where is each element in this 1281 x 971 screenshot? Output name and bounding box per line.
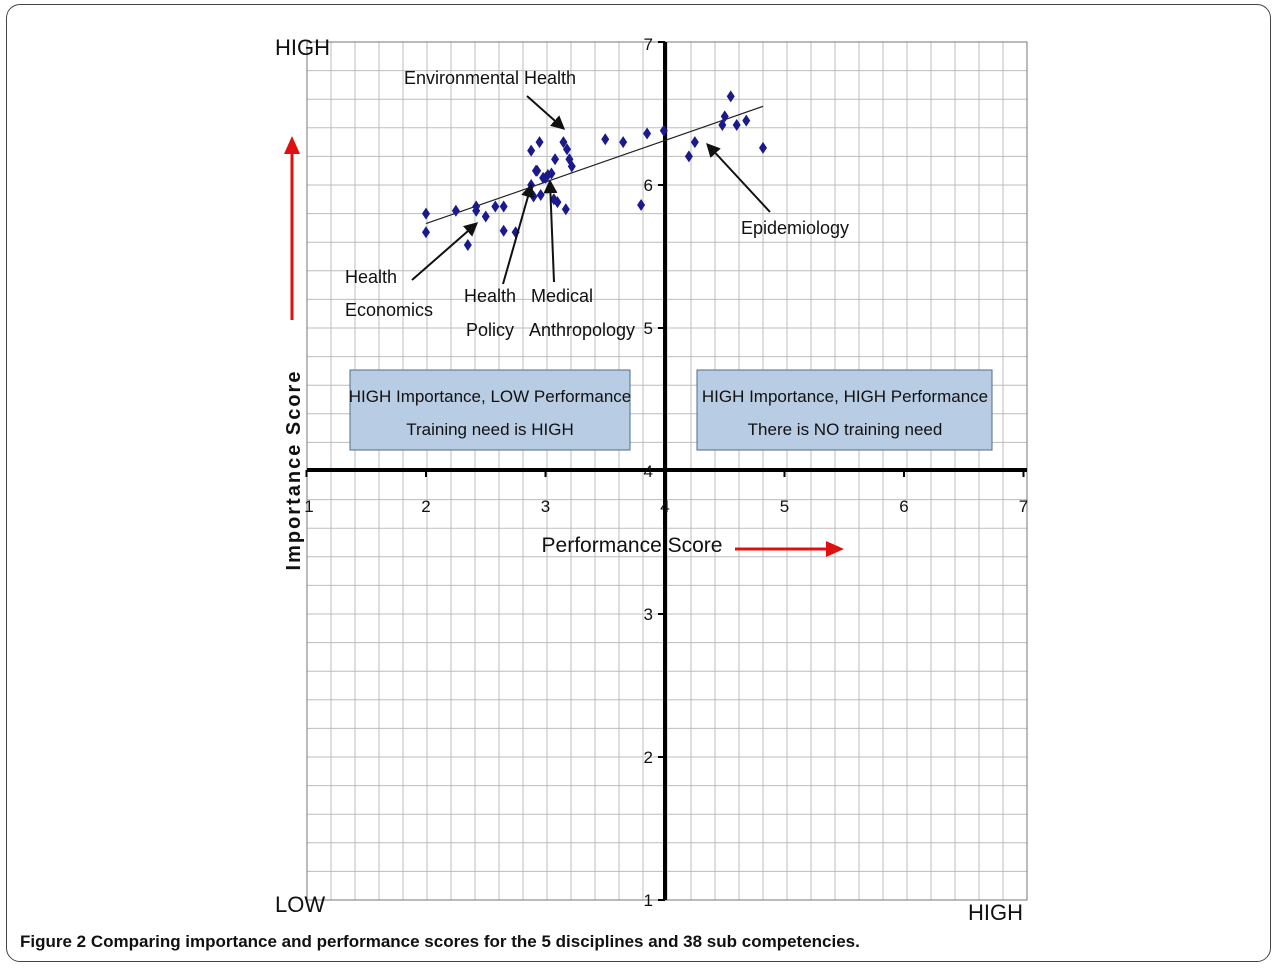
data-point bbox=[491, 200, 500, 213]
y-tick-label: 6 bbox=[644, 176, 653, 195]
annotation-environmental-health: Environmental Health bbox=[404, 68, 576, 130]
annotation-health-policy: Health Policy bbox=[464, 183, 535, 340]
data-point bbox=[553, 196, 562, 209]
data-point bbox=[726, 90, 735, 103]
data-point bbox=[758, 141, 767, 154]
y-tick-label: 7 bbox=[644, 35, 653, 54]
y-tick-label: 5 bbox=[644, 319, 653, 338]
figure-caption-label: Figure 2 bbox=[20, 932, 87, 951]
x-tick-label: 4 bbox=[660, 497, 669, 516]
annotation-health-economics: Health Economics bbox=[345, 222, 479, 320]
data-point bbox=[643, 127, 652, 140]
data-point bbox=[563, 143, 572, 156]
data-point bbox=[742, 114, 751, 127]
data-point bbox=[684, 150, 693, 163]
quadrant-box-right-line2: There is NO training need bbox=[748, 420, 943, 439]
y-axis-title: Importance Score bbox=[283, 370, 305, 571]
annotation-medical-anthropology-label-1: Medical bbox=[531, 286, 593, 306]
trendline bbox=[425, 105, 764, 225]
data-point bbox=[527, 179, 536, 191]
data-point bbox=[463, 239, 472, 252]
x-axis-title: Performance Score bbox=[542, 534, 723, 557]
corner-label-top-left: HIGH bbox=[275, 35, 330, 60]
data-points bbox=[422, 90, 767, 252]
data-point bbox=[422, 226, 430, 239]
figure-frame bbox=[6, 4, 1271, 962]
figure-caption-text: Comparing importance and performance sco… bbox=[90, 932, 860, 951]
data-point bbox=[551, 153, 560, 166]
annotation-epidemiology: Epidemiology bbox=[706, 142, 849, 238]
data-point bbox=[619, 136, 628, 149]
data-point bbox=[559, 136, 568, 149]
data-point bbox=[690, 136, 699, 149]
x-tick-label: 2 bbox=[421, 497, 430, 516]
x-tick-label: 6 bbox=[899, 497, 908, 516]
data-point bbox=[536, 189, 545, 202]
data-point bbox=[637, 199, 646, 212]
quadrant-box-left-line1: HIGH Importance, LOW Performance bbox=[349, 387, 631, 406]
annotation-health-economics-label-2: Economics bbox=[345, 300, 433, 320]
importance-direction-arrow bbox=[284, 136, 300, 320]
data-point bbox=[451, 204, 460, 217]
annotation-health-economics-label-1: Health bbox=[345, 267, 397, 287]
data-point bbox=[659, 124, 668, 137]
data-point bbox=[472, 204, 481, 217]
annotation-health-policy-label-1: Health bbox=[464, 286, 516, 306]
data-point bbox=[567, 160, 576, 173]
data-point bbox=[533, 164, 542, 177]
x-tick-label: 7 bbox=[1019, 497, 1028, 516]
quadrant-box-right: HIGH Importance, HIGH Performance There … bbox=[696, 369, 993, 451]
x-tick-label: 3 bbox=[541, 497, 550, 516]
data-point bbox=[561, 203, 570, 216]
annotation-environmental-health-label: Environmental Health bbox=[404, 68, 576, 88]
annotation-health-policy-label-2: Policy bbox=[466, 320, 514, 340]
tick-labels: 1 2 3 4 5 6 7 1 2 3 4 5 6 7 bbox=[304, 35, 1028, 910]
data-point bbox=[720, 110, 729, 123]
y-tick-label: 4 bbox=[644, 462, 653, 481]
x-tick-label: 1 bbox=[304, 497, 313, 516]
annotation-epidemiology-label: Epidemiology bbox=[741, 218, 849, 238]
corner-label-bottom-right: HIGH bbox=[968, 900, 1023, 925]
y-tick-label: 1 bbox=[644, 891, 653, 910]
quadrant-box-right-line1: HIGH Importance, HIGH Performance bbox=[702, 387, 988, 406]
data-point bbox=[718, 118, 727, 131]
quadrant-box-left-line2: Training need is HIGH bbox=[406, 420, 574, 439]
data-point bbox=[601, 133, 610, 146]
data-point bbox=[547, 167, 556, 180]
data-point bbox=[422, 207, 430, 220]
figure-caption: Figure 2 Comparing importance and perfor… bbox=[20, 932, 860, 952]
data-point bbox=[527, 144, 536, 157]
y-tick-label: 2 bbox=[644, 748, 653, 767]
annotation-medical-anthropology: Medical Anthropology bbox=[529, 179, 635, 340]
annotation-medical-anthropology-label-2: Anthropology bbox=[529, 320, 635, 340]
corner-label-bottom-left: LOW bbox=[275, 892, 325, 917]
y-tick-label: 3 bbox=[644, 605, 653, 624]
data-point bbox=[499, 200, 508, 213]
data-point bbox=[481, 210, 490, 223]
data-point bbox=[499, 224, 508, 237]
data-point bbox=[529, 190, 538, 203]
quadrant-box-left: HIGH Importance, LOW Performance Trainin… bbox=[349, 369, 631, 451]
x-tick-label: 5 bbox=[780, 497, 789, 516]
data-point bbox=[535, 136, 544, 149]
performance-direction-arrow bbox=[735, 541, 844, 557]
data-point bbox=[732, 118, 741, 131]
